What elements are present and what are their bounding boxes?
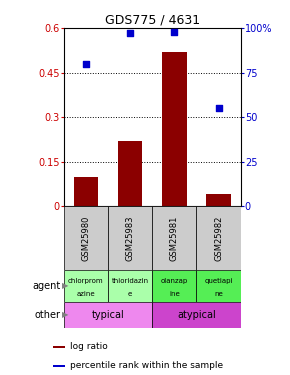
Title: GDS775 / 4631: GDS775 / 4631 [105, 14, 200, 27]
Point [84, 61, 88, 67]
Bar [108, 206, 152, 270]
Text: log ratio: log ratio [70, 342, 107, 351]
Text: typical: typical [92, 310, 124, 320]
Bar [64, 270, 108, 302]
Bar [64, 302, 152, 328]
Bar [196, 206, 241, 270]
Text: ne: ne [214, 291, 223, 297]
Bar [53, 365, 66, 367]
Bar [152, 206, 197, 270]
Text: quetiapi: quetiapi [204, 278, 233, 284]
Bar [196, 270, 241, 302]
Text: atypical: atypical [177, 310, 216, 320]
Text: other: other [35, 310, 61, 320]
Text: olanzap: olanzap [161, 278, 188, 284]
Bar [152, 302, 241, 328]
Point [128, 30, 133, 36]
Bar [53, 346, 66, 348]
Text: GSM25981: GSM25981 [170, 215, 179, 261]
Text: chlorprom: chlorprom [68, 278, 104, 284]
Bar [64, 206, 108, 270]
Bar [206, 194, 231, 206]
Text: percentile rank within the sample: percentile rank within the sample [70, 362, 223, 370]
Bar [118, 141, 142, 206]
Text: GSM25983: GSM25983 [126, 215, 135, 261]
Bar [108, 270, 152, 302]
Bar [74, 177, 98, 206]
Bar [162, 52, 186, 206]
Point [216, 105, 221, 111]
Text: e: e [128, 291, 132, 297]
Text: ▶: ▶ [62, 281, 69, 290]
Text: azine: azine [77, 291, 95, 297]
Text: agent: agent [33, 281, 61, 291]
Bar [152, 270, 197, 302]
Text: ine: ine [169, 291, 180, 297]
Text: thioridazin: thioridazin [112, 278, 149, 284]
Text: ▶: ▶ [62, 310, 69, 320]
Point [172, 29, 177, 35]
Text: GSM25982: GSM25982 [214, 215, 223, 261]
Text: GSM25980: GSM25980 [81, 215, 90, 261]
